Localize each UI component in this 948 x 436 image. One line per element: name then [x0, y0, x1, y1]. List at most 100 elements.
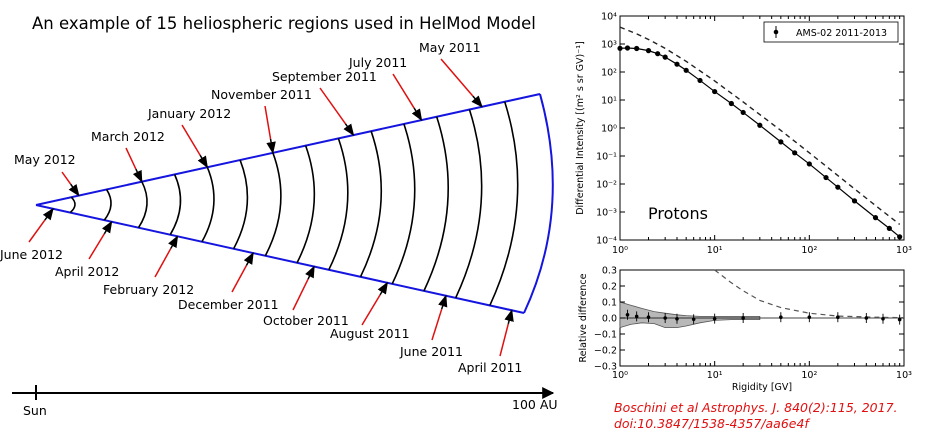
lower-region-label-6: August 2011 [330, 326, 410, 341]
cone-outer-boundary [523, 93, 554, 314]
upper-pointer-7 [440, 58, 474, 97]
distance-axis: Sun 100 AU [12, 385, 558, 418]
difference-point [897, 317, 902, 322]
x-tick-label: 10¹ [707, 370, 723, 381]
lower-pointer-3 [154, 248, 172, 278]
upper-pointer-head-3 [197, 154, 209, 169]
y-tick-label: 10⁻³ [596, 208, 617, 219]
x-tick-label: 10¹ [707, 245, 723, 256]
lower-pointer-4 [231, 265, 248, 293]
x-tick-label: 10³ [896, 245, 912, 256]
heliosphere-diagram: May 2012 March 2012 January 2012 November 2… [0, 40, 558, 418]
lower-pointer-head-8 [504, 309, 514, 325]
ams-data-point [674, 61, 680, 67]
region-boundary-2 [103, 189, 112, 221]
lower-region-label-8: April 2011 [458, 360, 522, 375]
difference-point [691, 317, 696, 322]
lower-region-label-1: June 2012 [0, 247, 63, 262]
x-tick-label: 10² [801, 370, 817, 381]
upper-pointer-6 [392, 73, 415, 109]
cone-upper-edge [35, 93, 541, 206]
lower-region-label-2: April 2012 [55, 264, 119, 279]
y-tick-label: 10⁴ [601, 12, 617, 23]
ams-data-point [728, 100, 734, 107]
y-tick-label: 0.0 [602, 314, 617, 325]
upper-pointer-head-7 [471, 95, 483, 108]
ams-data-point [645, 48, 652, 54]
ams-data-point [778, 139, 784, 145]
lower-pointer-5 [292, 278, 309, 311]
relative-difference-y-axis-label: Relative difference [578, 273, 589, 362]
y-tick-label: −0.2 [594, 346, 617, 357]
diagram-title: An example of 15 heliospheric regions us… [32, 14, 536, 33]
ams-data-point [740, 109, 746, 116]
region-boundary-8 [296, 145, 316, 264]
difference-point [741, 316, 745, 320]
difference-point [864, 316, 869, 320]
lower-region-label-3: February 2012 [103, 282, 194, 297]
ams-data-point [617, 45, 623, 51]
lower-pointer-2 [88, 233, 106, 260]
ams-data-point [757, 122, 763, 128]
region-labels: May 2012 March 2012 January 2012 November 2… [0, 40, 522, 375]
lower-pointer-6 [361, 294, 381, 326]
ams-data-point [792, 150, 798, 156]
lower-pointer-head-7 [438, 294, 448, 310]
model-difference-curve [714, 269, 905, 319]
ams-data-point [683, 67, 689, 73]
upper-region-label-7: May 2011 [419, 40, 481, 55]
lower-pointer-head-2 [101, 220, 113, 235]
region-boundary-4 [169, 174, 182, 236]
lower-pointer-head-4 [243, 252, 254, 266]
lower-pointer-head-6 [377, 281, 389, 296]
legend-box [763, 21, 899, 43]
upper-pointer-head-1 [68, 183, 80, 197]
ams-data-point [872, 215, 879, 221]
region-boundary-12 [423, 116, 449, 292]
y-tick-label: 10⁻¹ [596, 152, 617, 163]
distance-end-label: 100 AU [512, 397, 558, 412]
ams-data-point [823, 174, 829, 181]
x-tick-label: 10³ [896, 370, 912, 381]
lower-pointer-head-3 [168, 235, 179, 249]
lower-pointer-1 [28, 219, 46, 243]
region-boundary-9 [328, 138, 349, 271]
difference-point [807, 315, 812, 320]
upper-pointer-1 [61, 171, 72, 185]
region-boundary-13 [454, 109, 483, 299]
y-tick-label: 10³ [601, 40, 617, 51]
lower-region-label-7: June 2011 [399, 344, 463, 359]
relative-difference-chart: 10⁰ 10¹ 10² 10³ −0.3 −0.2 −0.1 0.0 0.1 0.2 0.3 Rigi… [578, 266, 912, 394]
upper-pointer-head-2 [132, 168, 143, 183]
upper-pointer-3 [181, 124, 201, 156]
x-tick-label: 10² [801, 245, 817, 256]
difference-point [881, 317, 885, 321]
particle-label: Protons [648, 204, 708, 223]
y-tick-label: 0.2 [602, 282, 617, 293]
y-tick-label: −0.3 [594, 362, 617, 373]
upper-pointer-head-4 [266, 138, 276, 155]
citation: Boschini et al Astrophys. J. 840(2):115,… [614, 400, 898, 432]
lower-pointer-head-5 [305, 265, 315, 280]
intensity-y-axis-label: Differential Intensity [(m² s sr GV)⁻¹] [575, 41, 586, 215]
citation-line-1: Boschini et al Astrophys. J. 840(2):115,… [614, 400, 898, 415]
difference-point [779, 315, 783, 320]
region-boundary-7 [264, 152, 282, 257]
difference-point [634, 314, 639, 319]
lower-region-label-5: October 2011 [263, 313, 349, 328]
y-tick-label: 10⁻² [596, 180, 617, 191]
y-tick-label: 0.1 [602, 298, 617, 309]
legend-label: AMS-02 2011-2013 [796, 28, 887, 39]
ams-data-trend [619, 47, 901, 238]
sun-label: Sun [23, 403, 47, 418]
ams-data-point [634, 45, 640, 52]
ams-data-point [712, 88, 718, 95]
lower-pointer-8 [499, 323, 510, 357]
upper-pointer-head-5 [343, 123, 355, 137]
region-boundary-5 [201, 166, 215, 243]
ams-data-point [655, 51, 661, 57]
difference-point [625, 313, 630, 317]
y-tick-label: 10² [601, 68, 617, 79]
lower-region-label-4: December 2011 [178, 297, 279, 312]
difference-point [646, 315, 651, 320]
